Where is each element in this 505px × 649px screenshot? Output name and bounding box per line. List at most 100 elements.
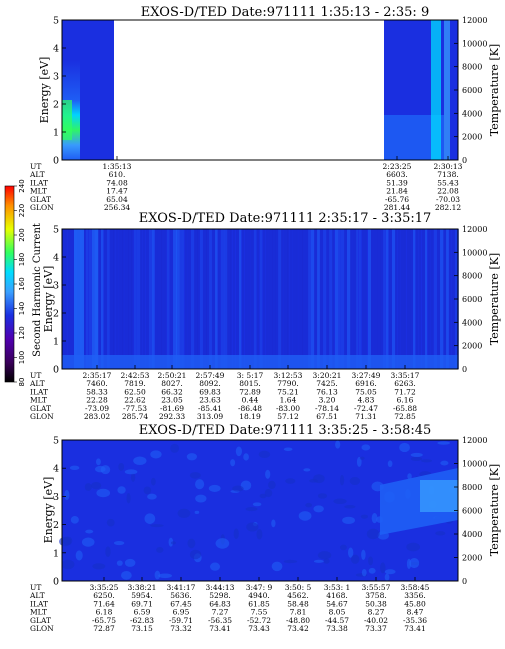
spectrogram-streak <box>365 229 368 369</box>
orbit-cell: 7425. <box>316 379 337 388</box>
spectrogram-blob <box>194 510 200 515</box>
temperature-tick-label: 12000 <box>462 436 487 445</box>
spectrogram-blob <box>361 549 366 560</box>
orbit-cell: 8015. <box>239 379 260 388</box>
spectrogram-streak <box>293 229 297 369</box>
spectrogram-blob <box>410 452 423 457</box>
spectrogram-streak <box>446 229 449 369</box>
spectrogram-blob <box>246 522 259 532</box>
orbit-cell: 73.15 <box>131 624 153 633</box>
energy-tick-label: 1 <box>53 128 59 139</box>
spectrogram-streak <box>452 229 456 369</box>
spectrogram-blob <box>406 542 421 552</box>
spectrogram-blob <box>339 544 347 551</box>
orbit-cell: 7460. <box>86 379 107 388</box>
panel-2-energy-axis: 0 1 2 3 4 5 <box>53 225 66 376</box>
orbit-cell: -40.02 <box>364 616 388 625</box>
orbit-cell: 69.83 <box>199 387 221 396</box>
spectrogram-streak <box>320 229 324 369</box>
orbit-cell: 66.32 <box>161 387 183 396</box>
spectrogram-streak <box>323 229 327 369</box>
spectrogram-streak <box>164 229 167 369</box>
spectrogram-blob <box>349 476 361 486</box>
orbit-cell: 6.59 <box>134 608 151 617</box>
spectrogram-blob <box>410 456 423 461</box>
spectrogram-streak <box>299 229 303 369</box>
temperature-tick-label: 8000 <box>462 483 482 492</box>
orbit-cell: 72.87 <box>93 624 115 633</box>
orbit-cell: 3:27:49 <box>352 371 381 380</box>
spectrogram-streak <box>242 229 245 369</box>
spectrogram-streak <box>413 229 416 369</box>
panel-3-ylabel: Energy [eV] <box>42 477 55 544</box>
spectrogram-blob <box>384 569 396 575</box>
spectrogram-streak <box>401 229 405 369</box>
spectrogram-blob <box>317 493 328 499</box>
spectrogram-streak <box>410 229 414 369</box>
orbit-row-label: GLAT <box>30 616 51 625</box>
panel-1-temperature-axis: 0 2000 4000 6000 8000 10000 12000 <box>454 16 487 165</box>
spectrogram-streak <box>440 229 444 369</box>
orbit-cell: 76.13 <box>316 387 338 396</box>
spectrogram-blob <box>339 474 345 486</box>
energy-tick-label: 2 <box>53 309 59 320</box>
energy-tick-label: 4 <box>53 464 59 475</box>
spectrogram-blob <box>130 472 136 482</box>
panel-1-right-cyan-stripe <box>431 20 441 160</box>
panel-1-plot-area <box>61 19 459 161</box>
colorbar-ticks: 240 220 200 180 160 140 120 100 80 <box>14 179 26 386</box>
orbit-cell: 3:20:21 <box>313 371 342 380</box>
temperature-tick-label: 6000 <box>462 295 482 304</box>
spectrogram-blob <box>407 473 412 480</box>
spectrogram-blob <box>94 465 106 473</box>
orbit-cell: -85.41 <box>198 404 222 413</box>
temperature-tick-label: 8000 <box>462 272 482 281</box>
energy-tick-label: 1 <box>53 337 59 348</box>
panel-3-y2label: Temperature [K] <box>488 464 501 556</box>
orbit-cell: 3356. <box>404 591 425 600</box>
spectrogram-blob <box>256 529 263 540</box>
spectrogram-streak <box>122 229 125 369</box>
orbit-cell: 3:41:17 <box>167 583 196 592</box>
spectrogram-streak <box>176 229 180 369</box>
orbit-cell: 73.32 <box>170 624 192 633</box>
spectrogram-streak <box>101 229 104 369</box>
spectrogram-blob <box>147 493 157 500</box>
spectrogram-blob <box>271 561 283 572</box>
orbit-cell: 610. <box>109 170 126 179</box>
orbit-cell: 51.39 <box>386 178 408 187</box>
spectrogram-blob <box>335 440 341 449</box>
spectrogram-streak <box>287 229 290 369</box>
panel-3-title: EXOS-D/TED Date:971111 3:35:25 - 3:58:45 <box>139 423 432 438</box>
spectrogram-blob <box>317 551 332 560</box>
orbit-cell: -62.83 <box>130 616 154 625</box>
orbit-row-label: ILAT <box>30 599 48 608</box>
orbit-cell: 69.71 <box>131 599 152 608</box>
orbit-cell: 292.33 <box>159 412 185 421</box>
orbit-cell: 23.63 <box>199 396 221 405</box>
spectrogram-streak <box>158 229 162 369</box>
spectrogram-streak <box>245 229 248 369</box>
orbit-cell: 3758. <box>365 591 386 600</box>
panel-2-temperature-axis: 0 2000 4000 6000 8000 10000 12000 <box>454 225 487 374</box>
orbit-cell: 7790. <box>277 379 298 388</box>
energy-tick-label: 0 <box>53 365 59 376</box>
spectrogram-streak <box>86 229 89 369</box>
orbit-cell: 22.08 <box>437 187 459 196</box>
spectrogram-streak <box>431 229 434 369</box>
temperature-tick-label: 2000 <box>462 342 482 351</box>
orbit-row-label: MLT <box>30 608 47 617</box>
spectrogram-blob <box>384 573 390 581</box>
orbit-cell: 2:30:13 <box>434 162 463 171</box>
spectrogram-blob <box>259 493 267 499</box>
orbit-cell: 73.38 <box>326 624 348 633</box>
orbit-cell: 3.20 <box>319 396 336 405</box>
orbit-cell: 6263. <box>394 379 415 388</box>
orbit-row-label: ILAT <box>30 387 48 396</box>
spectrogram-streak <box>116 229 119 369</box>
orbit-cell: -48.80 <box>286 616 310 625</box>
panel-2-ylabel: Energy [eV] <box>42 266 55 333</box>
orbit-cell: 3:50: 5 <box>285 583 312 592</box>
spectrogram-blob <box>61 559 75 570</box>
